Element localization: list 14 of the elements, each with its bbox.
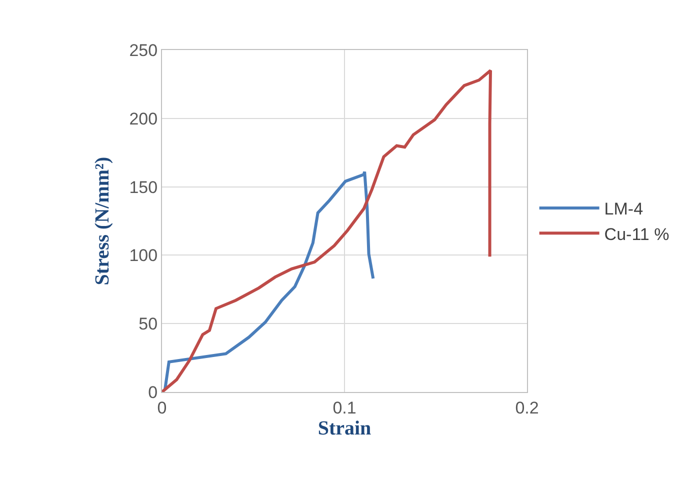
x-tick-label: 0.1	[332, 398, 356, 418]
y-axis-title: Stress (N/mm²)	[92, 156, 114, 286]
legend-label: LM-4	[604, 200, 644, 219]
y-tick-label: 50	[138, 314, 158, 334]
line-series	[163, 170, 375, 392]
x-tick-label: 0.2	[515, 398, 539, 418]
y-tick-label: 200	[129, 109, 158, 128]
line-series	[162, 69, 492, 392]
y-tick-label: 250	[129, 40, 158, 60]
y-tick-label: 150	[129, 178, 158, 197]
y-tick-label: 100	[129, 246, 158, 266]
legend-label: Cu-11 %	[604, 224, 670, 244]
x-axis-title: Strain	[318, 417, 372, 440]
y-tick-label: 0	[148, 382, 158, 402]
